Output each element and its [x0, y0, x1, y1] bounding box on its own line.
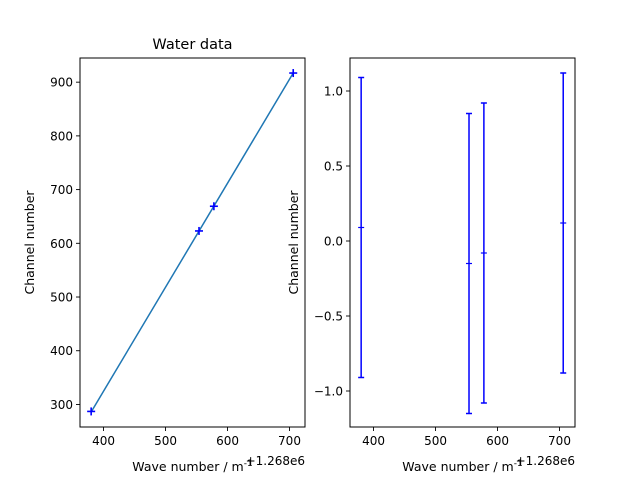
right-plot-frame — [349, 57, 576, 428]
right-x-tick-label: 400 — [362, 434, 385, 448]
left-x-tick-label: 700 — [278, 434, 301, 448]
right-y-tick-label: −1.0 — [314, 385, 343, 399]
right-y-tick-label: 0.0 — [324, 235, 343, 249]
left-x-tick-label: 400 — [92, 434, 115, 448]
data-point-marker — [209, 202, 218, 211]
left-y-ticks: 300 400 500 600 700 800 900 — [50, 76, 80, 412]
left-x-ticks: 400 500 600 700 — [92, 427, 301, 448]
right-y-axis-label: Channel number — [286, 190, 301, 295]
data-point-marker — [289, 69, 298, 78]
error-bar — [560, 72, 567, 374]
left-y-tick-label: 300 — [50, 398, 73, 412]
error-bar — [466, 112, 473, 415]
left-y-tick-label: 700 — [50, 183, 73, 197]
left-y-tick-label: 900 — [50, 76, 73, 90]
left-plot-title: Water data — [152, 37, 232, 53]
left-x-offset-text: +1.268e6 — [246, 454, 305, 468]
error-bar — [358, 76, 365, 379]
left-x-axis-label: Wave number / m-1 — [132, 459, 252, 474]
right-y-tick-label: −0.5 — [314, 310, 343, 324]
right-x-axis-label: Wave number / m-1 — [402, 459, 522, 474]
right-plot-panel: 400 500 600 700 −1.0−0.50.00.51.0 +1.268e6 … — [286, 57, 576, 474]
right-x-tick-label: 500 — [424, 434, 447, 448]
left-plot-marks — [87, 69, 298, 416]
left-y-tick-label: 400 — [50, 344, 73, 358]
left-x-tick-label: 600 — [216, 434, 239, 448]
left-y-tick-label: 600 — [50, 237, 73, 251]
right-x-tick-label: 600 — [486, 434, 509, 448]
right-x-tick-label: 700 — [548, 434, 571, 448]
right-y-tick-label: 1.0 — [324, 85, 343, 99]
error-bar — [480, 102, 487, 404]
left-y-axis-label: Channel number — [22, 190, 37, 295]
right-y-tick-label: 0.5 — [324, 160, 343, 174]
left-plot-panel: Water data 400 500 600 700 300 400 500 600 700 8… — [22, 37, 306, 474]
right-plot-marks — [358, 72, 567, 415]
left-y-tick-label: 800 — [50, 129, 73, 143]
left-y-tick-label: 500 — [50, 291, 73, 305]
data-point-marker — [195, 226, 204, 235]
right-x-ticks: 400 500 600 700 — [362, 427, 571, 448]
right-x-offset-text: +1.268e6 — [516, 454, 575, 468]
right-y-ticks: −1.0 −0.5 0.0 0.5 1.0 — [314, 85, 350, 399]
fit-line — [90, 72, 294, 413]
left-plot-frame — [79, 57, 306, 428]
left-x-tick-label: 500 — [154, 434, 177, 448]
data-point-marker — [87, 407, 96, 416]
